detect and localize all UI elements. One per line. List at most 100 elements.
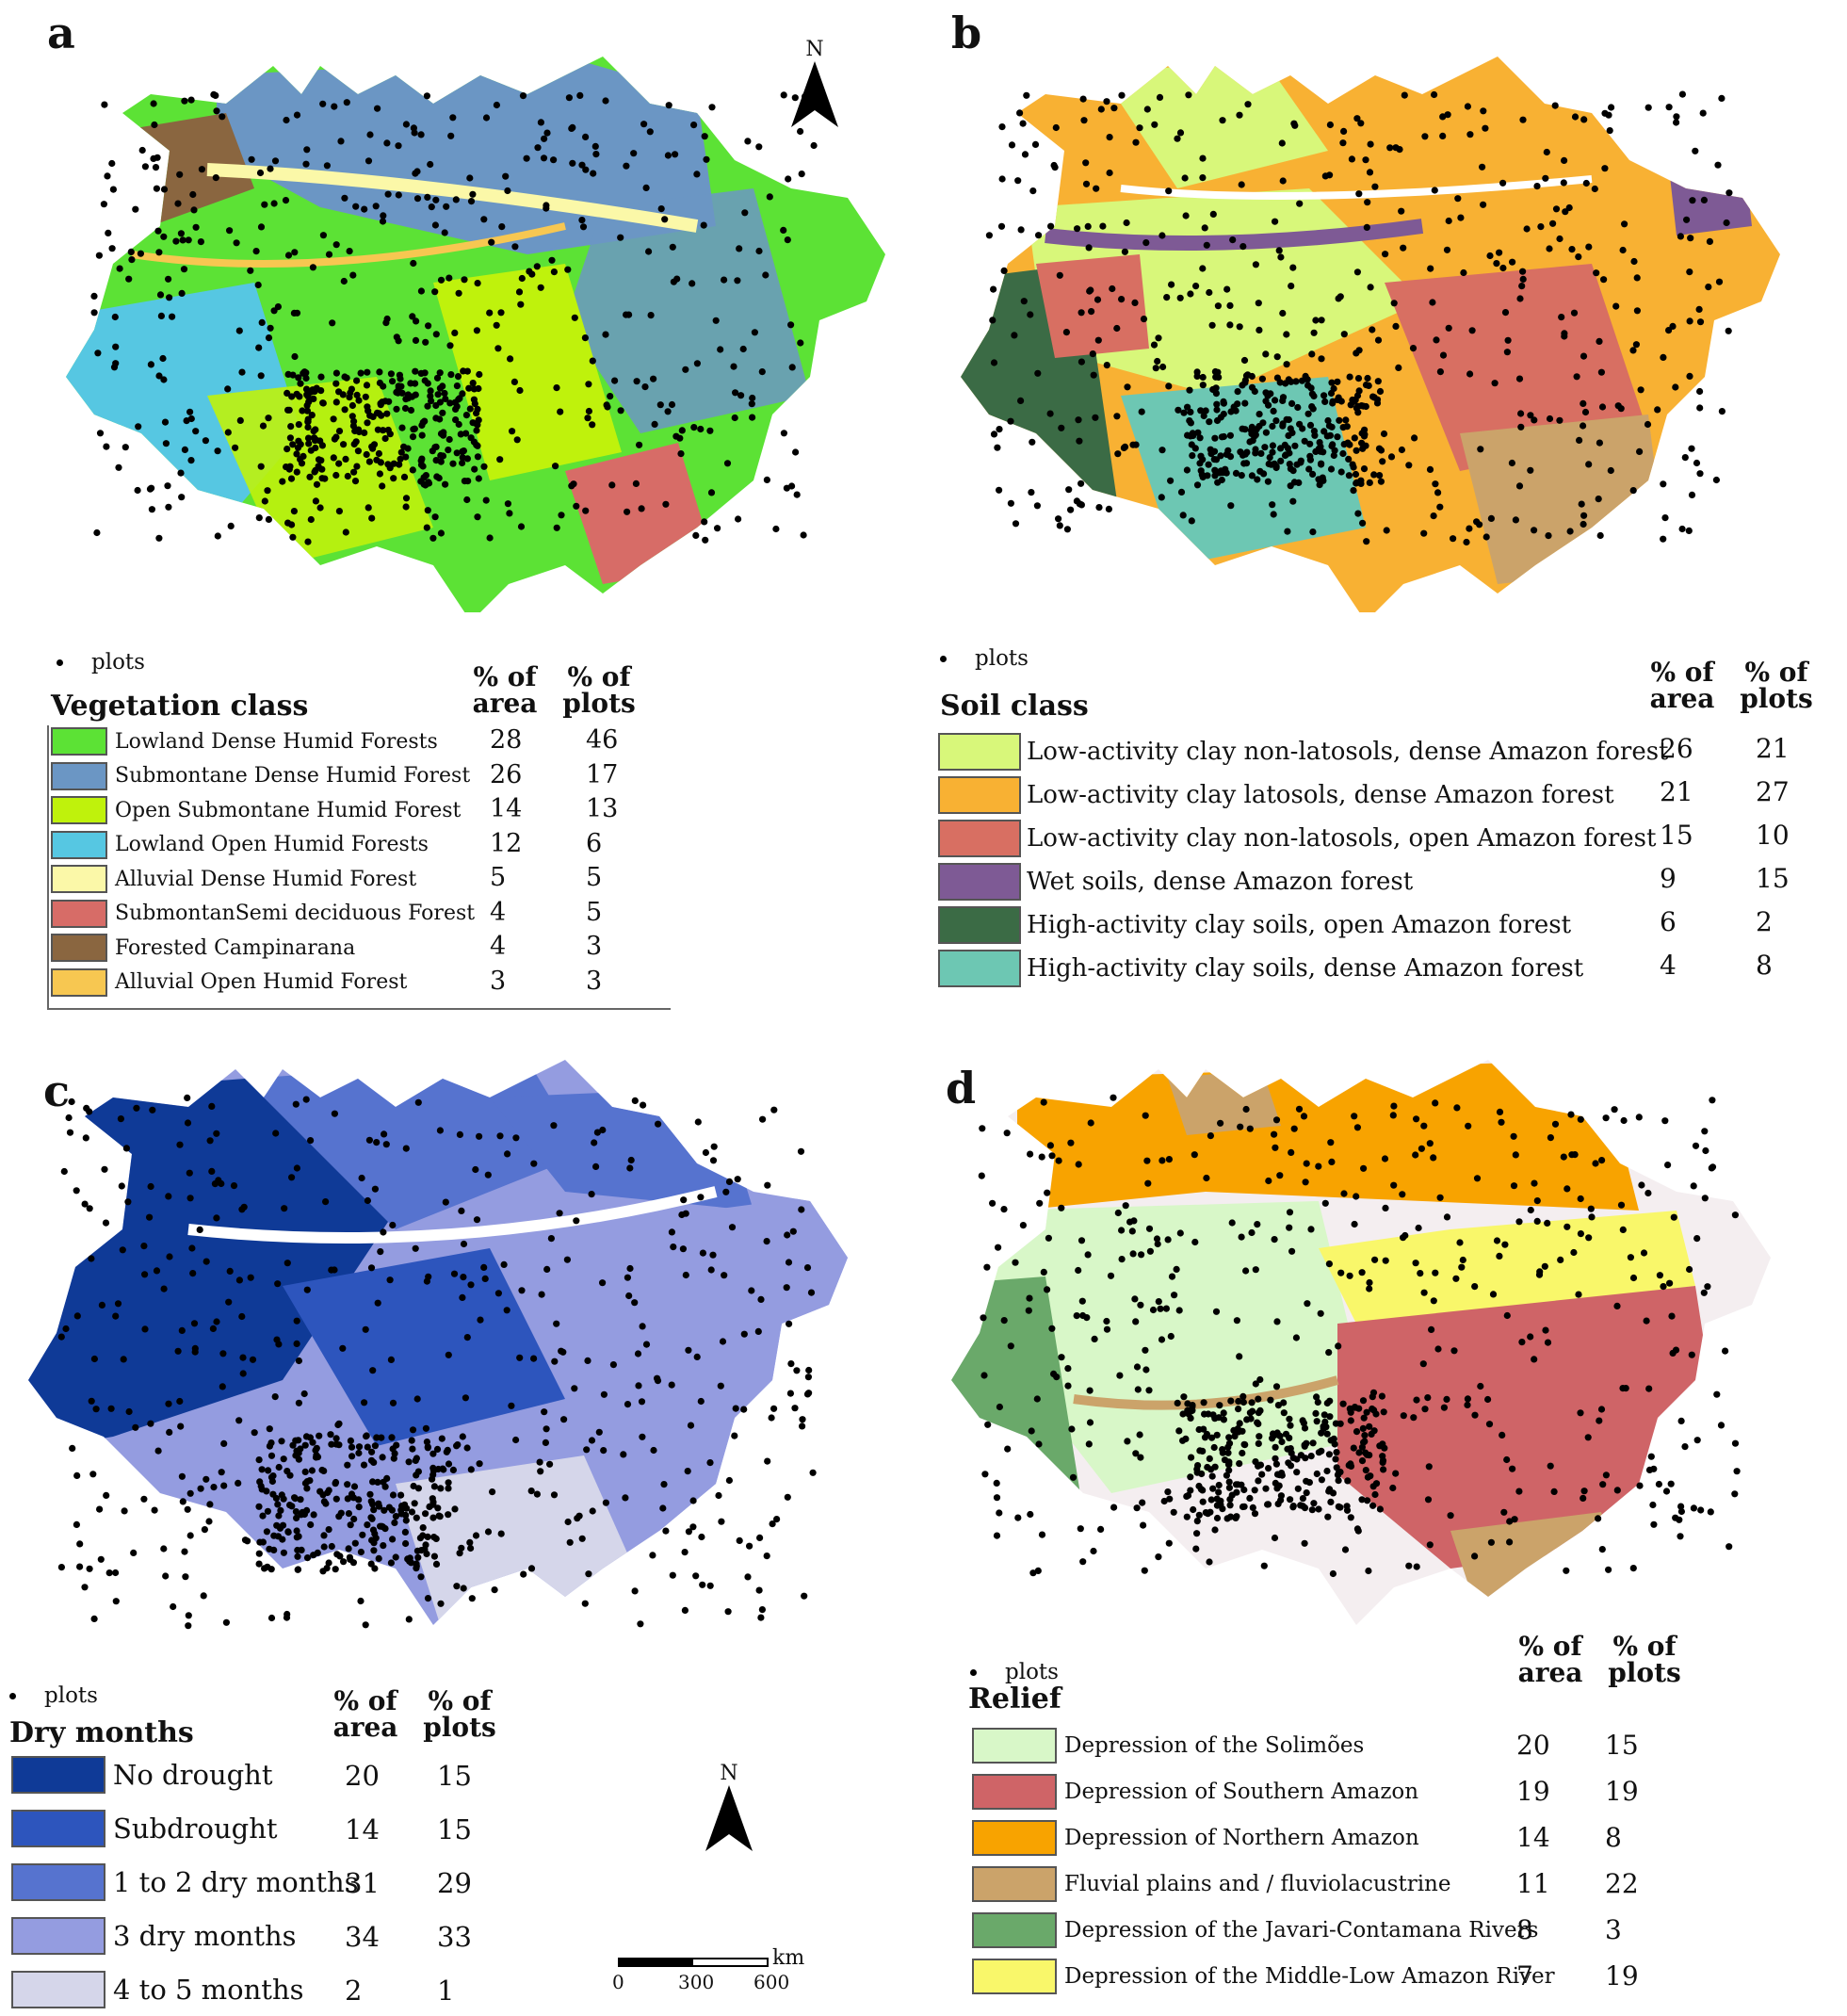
plot-dot — [303, 1485, 311, 1492]
plot-dot — [1366, 1278, 1373, 1287]
legend-swatch — [972, 1820, 1057, 1856]
plot-dot — [1335, 295, 1342, 302]
plot-dot — [1370, 471, 1378, 479]
plot-dot — [1379, 458, 1386, 465]
plot-dot — [792, 448, 800, 456]
plot-dot — [357, 369, 365, 377]
plot-dot — [1324, 1513, 1332, 1520]
plot-dot — [1151, 121, 1158, 128]
plot-dot — [1113, 324, 1121, 333]
plot-dot — [1199, 174, 1207, 182]
legend-plots-value: 21 — [1756, 733, 1790, 764]
plot-dot — [389, 1536, 397, 1543]
plot-dot — [1137, 1454, 1144, 1461]
plot-dot — [1510, 1132, 1517, 1140]
plot-dot — [1627, 1254, 1634, 1261]
plot-dot — [482, 496, 490, 504]
plot-dot — [263, 1528, 270, 1536]
legend-swatch — [11, 1971, 105, 2008]
legend-label: 1 to 2 dry months — [113, 1866, 359, 1898]
plot-dot — [293, 390, 300, 398]
plot-dot — [187, 457, 195, 464]
plot-dot — [1377, 478, 1385, 485]
plot-dot — [473, 327, 480, 334]
plot-dot — [1291, 442, 1299, 449]
plot-dot — [1360, 1164, 1368, 1172]
plot-dot — [1210, 1443, 1218, 1452]
plot-dot — [1541, 1262, 1548, 1270]
plot-dot — [715, 1491, 722, 1500]
plot-dot — [1380, 1466, 1387, 1473]
plot-dot — [1418, 1145, 1425, 1152]
legend-label: Fluvial plains and / fluviolacustrine — [1064, 1872, 1451, 1896]
plot-dot — [1310, 1500, 1318, 1507]
plot-dot — [1199, 1498, 1207, 1505]
plot-dot — [1118, 296, 1126, 303]
plot-dot — [436, 1513, 444, 1520]
plot-dot — [264, 1507, 271, 1515]
plot-dot — [578, 1535, 586, 1542]
plot-dot — [1660, 535, 1667, 543]
plot-dot — [134, 486, 141, 495]
plot-dot — [1271, 1236, 1278, 1244]
plot-dot — [1701, 1195, 1709, 1202]
plot-dot — [372, 203, 380, 210]
plot-dot — [344, 472, 351, 480]
plot-dot — [467, 1544, 475, 1553]
plot-dot — [1367, 284, 1374, 291]
legend-swatch — [938, 863, 1021, 901]
plot-dot — [429, 534, 437, 542]
plot-dot — [397, 1510, 405, 1518]
plot-dot — [416, 1535, 424, 1542]
legend-label: Depression of the Middle-Low Amazon Rive… — [1064, 1964, 1555, 1989]
plot-dot — [1289, 497, 1297, 505]
plot-dot — [177, 1423, 185, 1430]
plot-dot — [364, 1196, 371, 1205]
plot-dot — [642, 184, 650, 191]
plot-dot — [1527, 1206, 1534, 1214]
plot-dot — [641, 383, 649, 391]
plot-dot — [82, 1134, 89, 1142]
plot-dot — [1445, 324, 1452, 332]
plot-dot — [1656, 1272, 1663, 1279]
plot-dot — [1667, 1480, 1675, 1488]
plot-dot — [584, 415, 591, 422]
plot-dot — [269, 1490, 277, 1498]
plot-dot — [280, 1549, 287, 1556]
plot-dot — [1264, 392, 1272, 399]
plot-dot — [1198, 471, 1206, 479]
plot-dot — [1330, 451, 1337, 460]
plot-dot — [993, 1494, 1001, 1502]
plot-dot — [271, 157, 280, 165]
plot-dot — [235, 1479, 242, 1487]
plot-dot — [140, 1243, 148, 1250]
plot-dot — [1084, 1251, 1092, 1259]
plot-dot — [1168, 1273, 1176, 1280]
plot-dot — [1167, 1332, 1175, 1341]
plot-dot — [978, 1172, 985, 1179]
plot-dot — [1480, 107, 1487, 115]
plot-dot — [1496, 249, 1503, 256]
plot-dot — [1551, 1120, 1560, 1128]
plot-dot — [1706, 237, 1713, 245]
plot-dot — [402, 503, 410, 511]
plot-dot — [151, 121, 158, 129]
legend-plots-value: 15 — [1605, 1730, 1639, 1761]
plot-dot — [81, 1200, 89, 1208]
plot-dot — [1331, 1440, 1338, 1448]
plot-dot — [1048, 1152, 1056, 1160]
plot-dot — [1179, 512, 1187, 519]
plot-dot — [1533, 1217, 1541, 1225]
plot-dot — [1175, 1307, 1183, 1314]
plot-dot — [1264, 478, 1272, 485]
plot-dot — [369, 1478, 377, 1486]
plot-dot — [1681, 454, 1689, 462]
plot-dot — [374, 426, 381, 433]
plot-dot — [189, 190, 197, 199]
plot-dot — [1225, 1484, 1233, 1491]
plot-dot — [1206, 1455, 1213, 1462]
plot-dot — [1450, 535, 1457, 543]
plot-dot — [1326, 431, 1334, 439]
plot-dot — [1187, 1473, 1194, 1481]
plot-dot — [462, 1394, 469, 1402]
